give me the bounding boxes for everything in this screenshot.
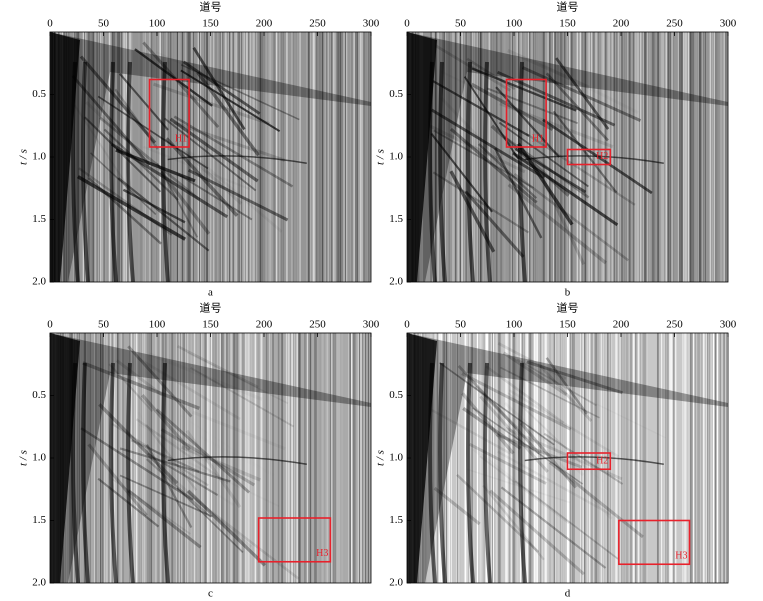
x-tick-label: 200 (256, 18, 273, 30)
y-tick-label: 2.0 (32, 276, 46, 288)
y-tick-label: 1.0 (32, 151, 46, 163)
y-tick-label: 2.0 (389, 577, 403, 589)
y-axis-label: t / s (18, 149, 30, 165)
panel-caption: d (565, 588, 571, 600)
highlight-box (566, 148, 612, 166)
panel: 0 50 100 150 200 250 300 0.5 1.0 1.5 2.0 道号 t / s b H1… (375, 0, 737, 299)
seismic-image (50, 333, 371, 583)
x-tick-label: 100 (506, 319, 523, 331)
y-tick-label: 0.5 (389, 88, 403, 100)
x-tick-label: 300 (363, 319, 380, 331)
y-tick-label: 1.5 (389, 514, 403, 526)
x-tick-label: 150 (559, 18, 576, 30)
x-tick-label: 50 (98, 18, 110, 30)
x-axis-label: 道号 (557, 0, 579, 14)
x-tick-label: 300 (720, 18, 737, 30)
y-tick-label: 0.5 (32, 389, 46, 401)
x-tick-label: 150 (202, 319, 219, 331)
x-tick-label: 100 (149, 18, 166, 30)
x-tick-label: 300 (363, 18, 380, 30)
seismic-image (407, 32, 728, 282)
y-axis-label: t / s (375, 450, 387, 466)
y-tick-label: 0.5 (32, 88, 46, 100)
y-tick-label: 2.0 (32, 577, 46, 589)
y-axis-label: t / s (18, 450, 30, 466)
x-tick-label: 100 (149, 319, 166, 331)
box-label: H3 (316, 548, 328, 559)
highlight-box (566, 452, 612, 471)
highlight-box (148, 78, 190, 148)
x-tick-label: 250 (309, 18, 326, 30)
y-tick-label: 1.0 (389, 151, 403, 163)
panel-caption: a (208, 287, 213, 299)
x-tick-label: 50 (455, 319, 467, 331)
x-tick-label: 200 (256, 319, 273, 331)
y-tick-label: 1.5 (32, 514, 46, 526)
x-tick-label: 50 (98, 319, 110, 331)
y-axis-label: t / s (375, 149, 387, 165)
highlight-box (618, 519, 691, 566)
x-tick-label: 150 (559, 319, 576, 331)
y-tick-label: 1.5 (32, 213, 46, 225)
highlight-box (257, 517, 332, 563)
x-tick-label: 150 (202, 18, 219, 30)
seismic-image (50, 32, 371, 282)
y-tick-label: 0.5 (389, 389, 403, 401)
x-tick-label: 50 (455, 18, 467, 30)
box-label: H1 (175, 133, 187, 144)
seismic-image (407, 333, 728, 583)
x-tick-label: 250 (666, 319, 683, 331)
box-label: H2 (596, 456, 608, 467)
y-tick-label: 1.5 (389, 213, 403, 225)
x-tick-label: 200 (613, 18, 630, 30)
panel: 0 50 100 150 200 250 300 0.5 1.0 1.5 2.0 道号 t / s d H2… (375, 301, 737, 600)
y-tick-label: 1.0 (389, 452, 403, 464)
panel: 0 50 100 150 200 250 300 0.5 1.0 1.5 2.0 道号 t / s c H3 (18, 301, 380, 600)
box-label: H1 (532, 133, 544, 144)
panel-caption: c (208, 588, 213, 600)
panel-caption: b (565, 287, 571, 299)
x-tick-label: 100 (506, 18, 523, 30)
x-tick-label: 0 (47, 18, 53, 30)
x-axis-label: 道号 (200, 0, 222, 14)
highlight-box (505, 78, 547, 148)
x-tick-label: 0 (404, 319, 410, 331)
x-tick-label: 250 (309, 319, 326, 331)
panel: 0 50 100 150 200 250 300 0.5 1.0 1.5 2.0 道号 t / s a H1 (18, 0, 380, 299)
box-label: H2 (596, 151, 608, 162)
x-tick-label: 0 (404, 18, 410, 30)
box-label: H3 (675, 551, 687, 562)
y-tick-label: 2.0 (389, 276, 403, 288)
x-tick-label: 250 (666, 18, 683, 30)
y-tick-label: 1.0 (32, 452, 46, 464)
x-tick-label: 300 (720, 319, 737, 331)
x-tick-label: 200 (613, 319, 630, 331)
x-axis-label: 道号 (200, 301, 222, 315)
x-axis-label: 道号 (557, 301, 579, 315)
x-tick-label: 0 (47, 319, 53, 331)
